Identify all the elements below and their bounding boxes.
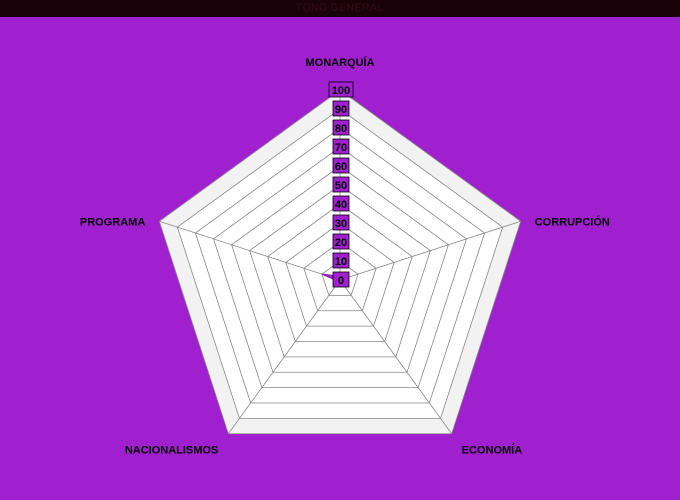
axis-label-1: CORRUPCIÓN: [535, 215, 610, 228]
axis-label-4: PROGRAMA: [80, 216, 145, 228]
tick-label-50: 50: [335, 180, 347, 192]
tick-label-0: 0: [338, 275, 344, 287]
tick-labels: 0 10 20 30 40 50 60 70 80 90 100: [329, 82, 353, 287]
tick-label-60: 60: [335, 161, 347, 173]
tick-label-70: 70: [335, 142, 347, 154]
axis-label-2: ECONOMÍA: [462, 444, 523, 457]
tick-label-20: 20: [335, 237, 347, 249]
tick-label-10: 10: [335, 256, 347, 268]
tick-label-80: 80: [335, 123, 347, 135]
axis-label-0: MONARQUÍA: [305, 56, 374, 69]
tick-label-30: 30: [335, 218, 347, 230]
axis-label-3: NACIONALISMOS: [125, 445, 219, 457]
tick-label-40: 40: [335, 199, 347, 211]
tick-label-100: 100: [332, 85, 350, 97]
tick-label-90: 90: [335, 104, 347, 116]
